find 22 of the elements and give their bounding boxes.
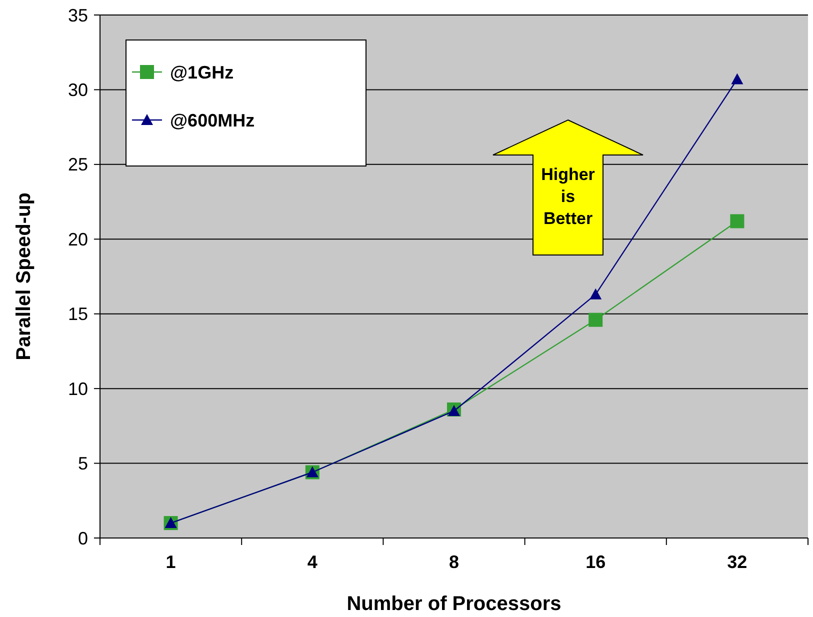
annotation: Higher is Better — [541, 165, 596, 228]
y-tick-label: 0 — [78, 528, 88, 548]
y-tick-label: 30 — [68, 80, 88, 100]
point — [730, 214, 744, 228]
y-tick-label: 5 — [78, 454, 88, 474]
legend-label: @600MHz — [170, 110, 255, 130]
point — [588, 312, 603, 327]
x-tick-label: 32 — [727, 552, 748, 572]
y-tick-label: 35 — [68, 5, 88, 26]
x-tick-label: 16 — [586, 552, 606, 572]
y-tick-label: 15 — [68, 304, 88, 324]
legend-label: @1GHz — [170, 62, 234, 82]
x-tick-label: 8 — [448, 552, 460, 572]
x-tick-label: 1 — [166, 552, 176, 572]
point — [590, 288, 602, 300]
x-tick-label: 4 — [307, 552, 318, 572]
point — [731, 73, 744, 84]
y-tick-label: 10 — [68, 378, 88, 399]
x-axis-title: Number of Processors — [346, 593, 562, 615]
y-tick-label: 25 — [68, 154, 88, 175]
y-axis-title: Parallel Speed-up — [13, 192, 35, 360]
y-tick-label: 20 — [68, 229, 88, 250]
